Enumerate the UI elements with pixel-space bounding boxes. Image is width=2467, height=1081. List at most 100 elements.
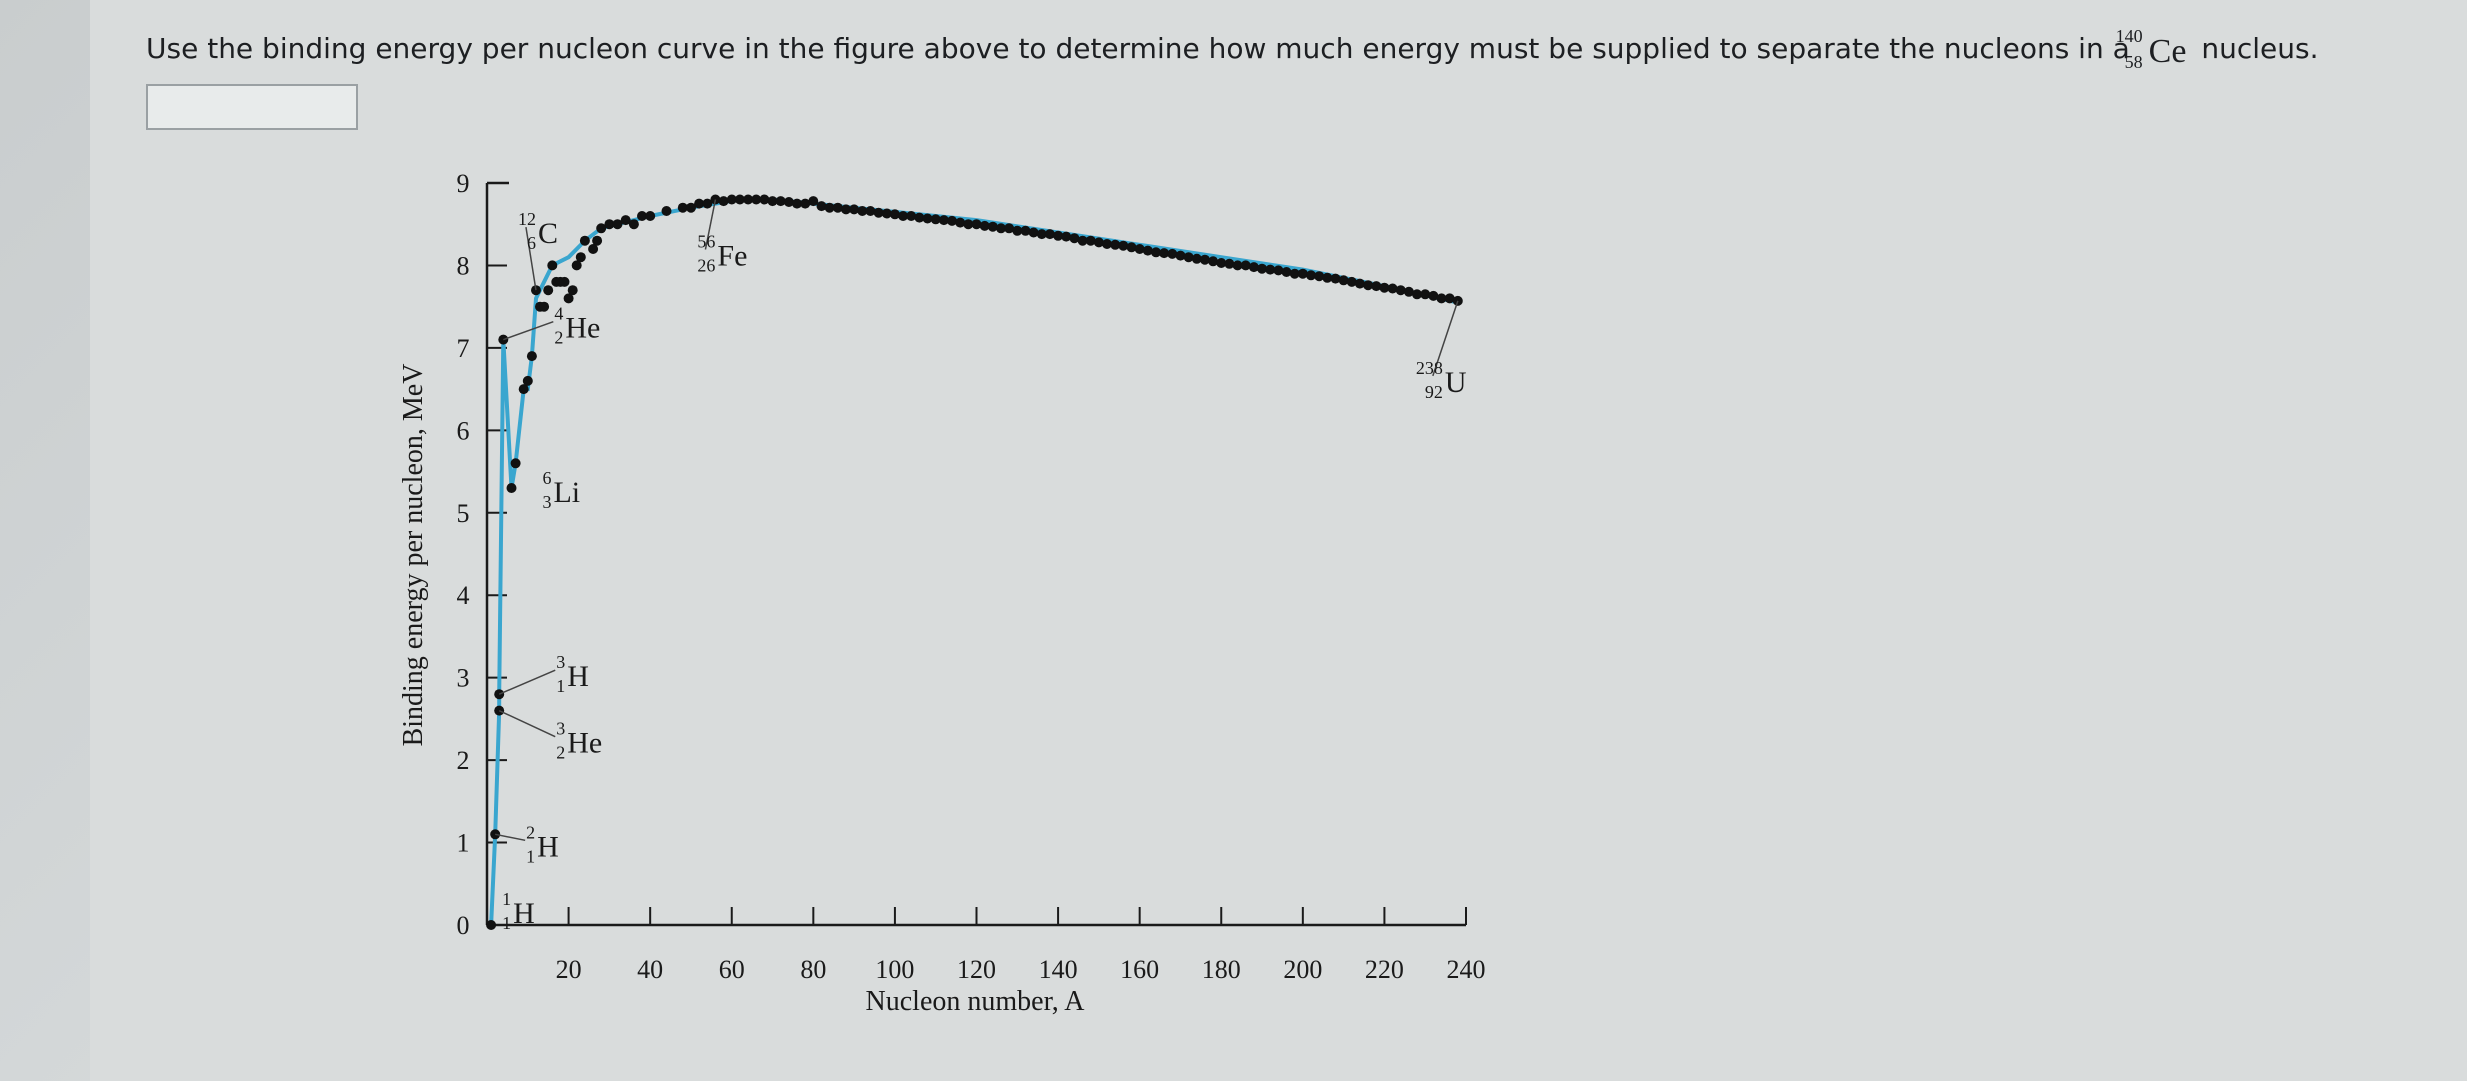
data-point: [1444, 293, 1455, 304]
data-point: [575, 252, 586, 263]
isotope-atomic-number: 92: [1425, 382, 1443, 402]
isotope-label-h-1: 1 1 H: [502, 889, 535, 933]
data-point: [694, 198, 705, 209]
isotope-atomic-number: 2: [556, 743, 565, 763]
data-point: [506, 483, 517, 493]
data-point: [767, 196, 778, 207]
isotope-symbol: H: [513, 897, 535, 930]
data-point: [898, 211, 909, 221]
data-point: [628, 219, 639, 230]
isotope-label-c-12: 12 6 C: [518, 209, 558, 291]
leader-line: [1432, 300, 1459, 377]
data-point: [922, 213, 933, 224]
data-point: [494, 705, 505, 716]
data-point: [1232, 260, 1243, 271]
isotope-mass-number: 1: [502, 889, 511, 909]
data-point: [1020, 225, 1031, 236]
chart-ticks: 20 40 60 80 100 120 140 160 180 200 220 24001234567…: [457, 169, 1486, 984]
isotope-symbol: U: [1445, 366, 1467, 399]
data-point: [637, 211, 647, 221]
data-point: [526, 351, 537, 362]
isotope-atomic-number: 26: [697, 255, 715, 275]
isotope-mass-number: 3: [556, 719, 565, 739]
data-point: [1412, 289, 1422, 300]
data-point: [486, 920, 497, 930]
data-point: [522, 375, 533, 386]
y-tick-label: 9: [457, 169, 470, 198]
answer-input[interactable]: [146, 84, 358, 130]
data-point: [1306, 270, 1316, 281]
data-point: [579, 235, 590, 246]
data-point: [938, 215, 949, 226]
isotope-atomic-number: 1: [526, 846, 535, 866]
data-point: [1199, 254, 1210, 265]
data-point: [1314, 271, 1325, 282]
data-point: [1134, 244, 1145, 254]
data-point: [1395, 285, 1406, 296]
data-point: [816, 201, 827, 212]
data-point: [592, 235, 603, 246]
data-point: [996, 223, 1006, 234]
data-point: [751, 194, 762, 205]
data-point: [1093, 237, 1104, 248]
isotope-symbol: C: [538, 217, 558, 250]
data-point: [1028, 227, 1039, 238]
y-tick-label: 3: [457, 664, 470, 693]
data-point: [734, 194, 745, 205]
x-tick-label: 240: [1447, 955, 1486, 984]
isotope-symbol: Li: [553, 476, 580, 509]
isotope-atomic-number: 2: [554, 328, 563, 348]
x-axis-label: Nucleon number, A: [866, 986, 1086, 1017]
y-axis-label: Binding energy per nucleon, MeV: [398, 364, 429, 747]
data-point: [1159, 248, 1170, 259]
data-point: [1387, 283, 1398, 294]
y-tick-label: 6: [457, 416, 470, 445]
data-point: [1085, 235, 1096, 246]
isotope-label-h-3: 3 1 H: [498, 652, 589, 696]
data-point: [1175, 250, 1186, 261]
data-point: [1257, 263, 1267, 274]
data-point: [1191, 253, 1202, 264]
data-point: [1061, 231, 1072, 242]
data-point: [1297, 268, 1308, 279]
y-tick-label: 5: [457, 499, 470, 528]
leader-line: [495, 833, 526, 842]
data-point: [1069, 233, 1080, 244]
nuclide-symbol: Ce: [2148, 33, 2187, 70]
isotope-symbol: H: [537, 830, 559, 863]
data-point: [857, 206, 868, 216]
data-point: [841, 204, 851, 215]
data-point: [726, 194, 737, 205]
data-point: [759, 194, 770, 205]
data-point: [1281, 267, 1292, 277]
data-point: [588, 244, 599, 254]
data-point: [567, 285, 578, 296]
data-point: [677, 202, 688, 213]
isotope-atomic-number: 1: [502, 913, 511, 933]
y-tick-label: 2: [457, 746, 470, 775]
isotope-mass-number: 4: [554, 304, 563, 324]
data-point: [645, 211, 656, 221]
isotope-symbol: H: [567, 660, 589, 693]
isotope-label-h-2: 2 1 H: [495, 822, 559, 866]
data-point: [832, 202, 843, 213]
isotope-atomic-number: 6: [527, 233, 536, 253]
data-point: [1036, 229, 1047, 240]
data-point: [955, 217, 966, 228]
data-point: [1403, 286, 1414, 297]
x-tick-label: 200: [1283, 955, 1322, 984]
data-point: [1208, 256, 1219, 267]
isotope-mass-number: 6: [542, 468, 551, 488]
isotope-label-he-4: 4 2 He: [503, 304, 600, 348]
data-point: [1428, 290, 1439, 301]
isotope-label-fe-56: 56 26 Fe: [697, 199, 747, 275]
isotope-label-u-238: 238 92 U: [1416, 300, 1467, 402]
isotope-mass-number: 238: [1416, 358, 1443, 378]
data-point: [987, 221, 998, 232]
nuclide-cerium: 140 58 Ce: [2116, 27, 2187, 71]
data-point: [800, 198, 811, 209]
leader-line: [498, 709, 556, 738]
leader-line: [503, 320, 554, 341]
x-tick-label: 180: [1202, 955, 1241, 984]
